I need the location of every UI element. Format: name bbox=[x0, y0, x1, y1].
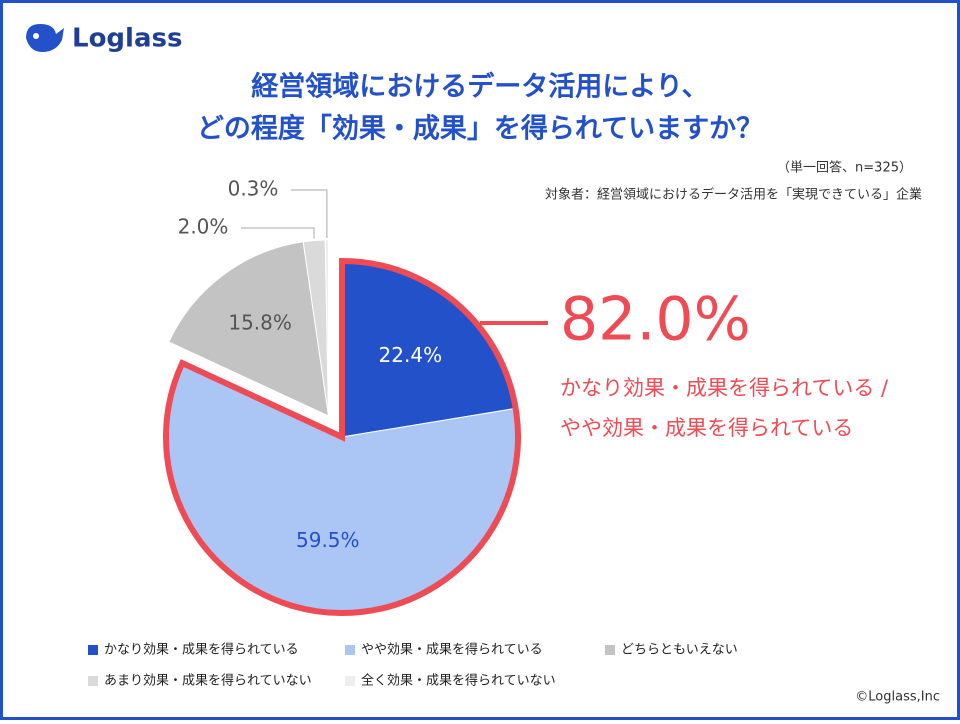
legend-swatch bbox=[605, 645, 615, 655]
legend-swatch bbox=[88, 676, 98, 686]
slice-label: 0.3% bbox=[228, 177, 279, 201]
copyright: ©Loglass,Inc bbox=[855, 690, 940, 705]
slice-label: 2.0% bbox=[178, 215, 229, 239]
legend-label: かなり効果・成果を得られている bbox=[104, 642, 299, 658]
callout-text: やや効果・成果を得られている bbox=[560, 416, 853, 440]
leader-line bbox=[291, 189, 328, 238]
legend-label: 全く効果・成果を得られていない bbox=[361, 673, 556, 689]
title: 経営領域におけるデータ活用により、 bbox=[251, 71, 708, 103]
logo: Loglass bbox=[72, 24, 182, 54]
slice-label: 59.5% bbox=[296, 528, 360, 552]
legend-swatch bbox=[88, 645, 98, 655]
legend-swatch bbox=[345, 676, 355, 686]
title: どの程度「効果・成果」を得られていますか？ bbox=[197, 113, 763, 145]
slice-label: 22.4% bbox=[379, 343, 443, 367]
legend-label: やや効果・成果を得られている bbox=[361, 642, 543, 658]
legend-swatch bbox=[345, 645, 355, 655]
callout-text: かなり効果・成果を得られている / bbox=[560, 376, 889, 400]
legend-label: どちらともいえない bbox=[621, 643, 738, 658]
logo-icon bbox=[26, 24, 64, 52]
pie-slice bbox=[324, 239, 330, 416]
pie-slice bbox=[168, 241, 330, 417]
note: 対象者：経営領域におけるデータ活用を「実現できている」企業 bbox=[545, 187, 922, 203]
legend-label: あまり効果・成果を得られていない bbox=[104, 673, 312, 689]
callout-value: 82.0% bbox=[560, 285, 751, 355]
subtitle: （単一回答、n=325） bbox=[777, 160, 912, 176]
slice-label: 15.8% bbox=[228, 311, 292, 335]
leader-line bbox=[241, 227, 315, 239]
highlight-outline bbox=[163, 257, 521, 616]
